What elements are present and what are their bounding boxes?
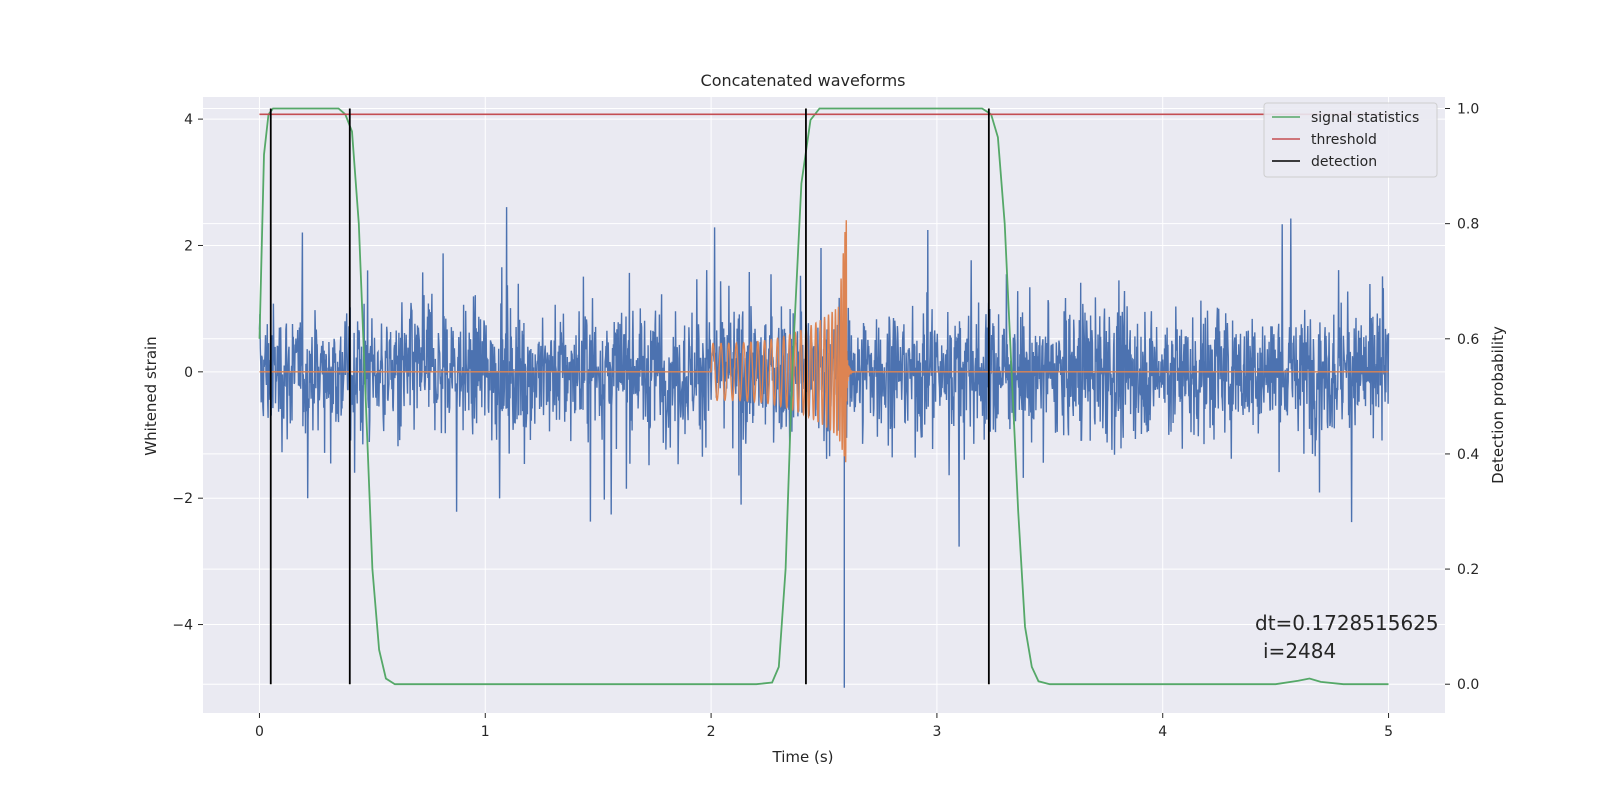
y2-tick-label: 0.8 bbox=[1457, 217, 1479, 233]
signal-statistics-line bbox=[258, 107, 1389, 686]
y-tick-label: 4 bbox=[184, 112, 193, 128]
annotation-i: i=2484 bbox=[1263, 639, 1336, 663]
y2-tick-label: 0.4 bbox=[1457, 447, 1479, 463]
chart-title: Concatenated waveforms bbox=[701, 71, 906, 90]
y-tick-label: −2 bbox=[172, 491, 193, 507]
legend-box bbox=[1263, 102, 1438, 178]
y-axis-label: Whitened strain bbox=[142, 336, 160, 455]
y2-axis-label: Detection probability bbox=[1489, 326, 1507, 484]
legend-label-detection: detection bbox=[1311, 154, 1377, 170]
y-tick-label: −4 bbox=[172, 618, 193, 634]
x-tick-label: 2 bbox=[707, 724, 716, 740]
legend: signal statistics threshold detection bbox=[1263, 102, 1438, 178]
y2-tick-label: 1.0 bbox=[1457, 102, 1479, 118]
x-tick-label: 1 bbox=[481, 724, 490, 740]
x-tick-label: 4 bbox=[1158, 724, 1167, 740]
y2-tick-label: 0.6 bbox=[1457, 332, 1479, 348]
y-tick-label: 2 bbox=[184, 238, 193, 254]
y-axis-right: 0.0 0.2 0.4 0.6 0.8 1.0 bbox=[1445, 102, 1479, 693]
x-axis: 0 1 2 3 4 5 bbox=[255, 713, 1393, 740]
chirp-waveform-line bbox=[259, 220, 1389, 463]
annotation-dt: dt=0.1728515625 bbox=[1255, 611, 1439, 635]
x-axis-label: Time (s) bbox=[772, 748, 834, 766]
y2-tick-label: 0.2 bbox=[1457, 562, 1479, 578]
x-tick-label: 3 bbox=[932, 724, 941, 740]
y-axis-left: −4 −2 0 2 4 bbox=[172, 112, 203, 634]
x-tick-label: 0 bbox=[255, 724, 264, 740]
legend-label-threshold: threshold bbox=[1311, 132, 1377, 148]
legend-label-signal-statistics: signal statistics bbox=[1311, 110, 1419, 126]
series-layer bbox=[258, 107, 1390, 688]
y2-tick-label: 0.0 bbox=[1457, 677, 1479, 693]
y-tick-label: 0 bbox=[184, 365, 193, 381]
x-tick-label: 5 bbox=[1384, 724, 1393, 740]
